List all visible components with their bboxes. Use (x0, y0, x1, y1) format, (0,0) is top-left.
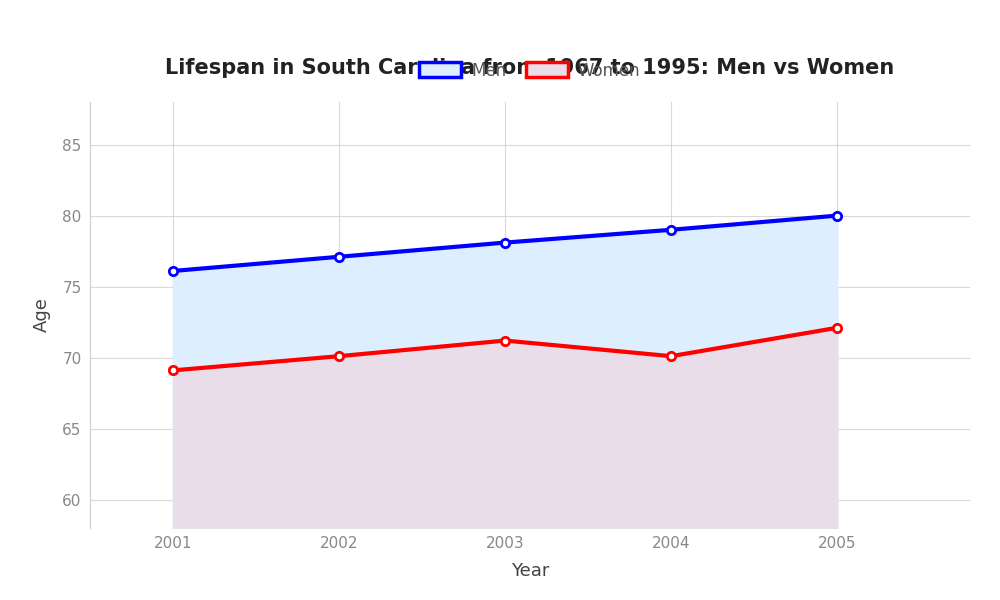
Legend: Men, Women: Men, Women (413, 55, 647, 86)
Y-axis label: Age: Age (33, 298, 51, 332)
X-axis label: Year: Year (511, 562, 549, 580)
Title: Lifespan in South Carolina from 1967 to 1995: Men vs Women: Lifespan in South Carolina from 1967 to … (165, 58, 895, 78)
